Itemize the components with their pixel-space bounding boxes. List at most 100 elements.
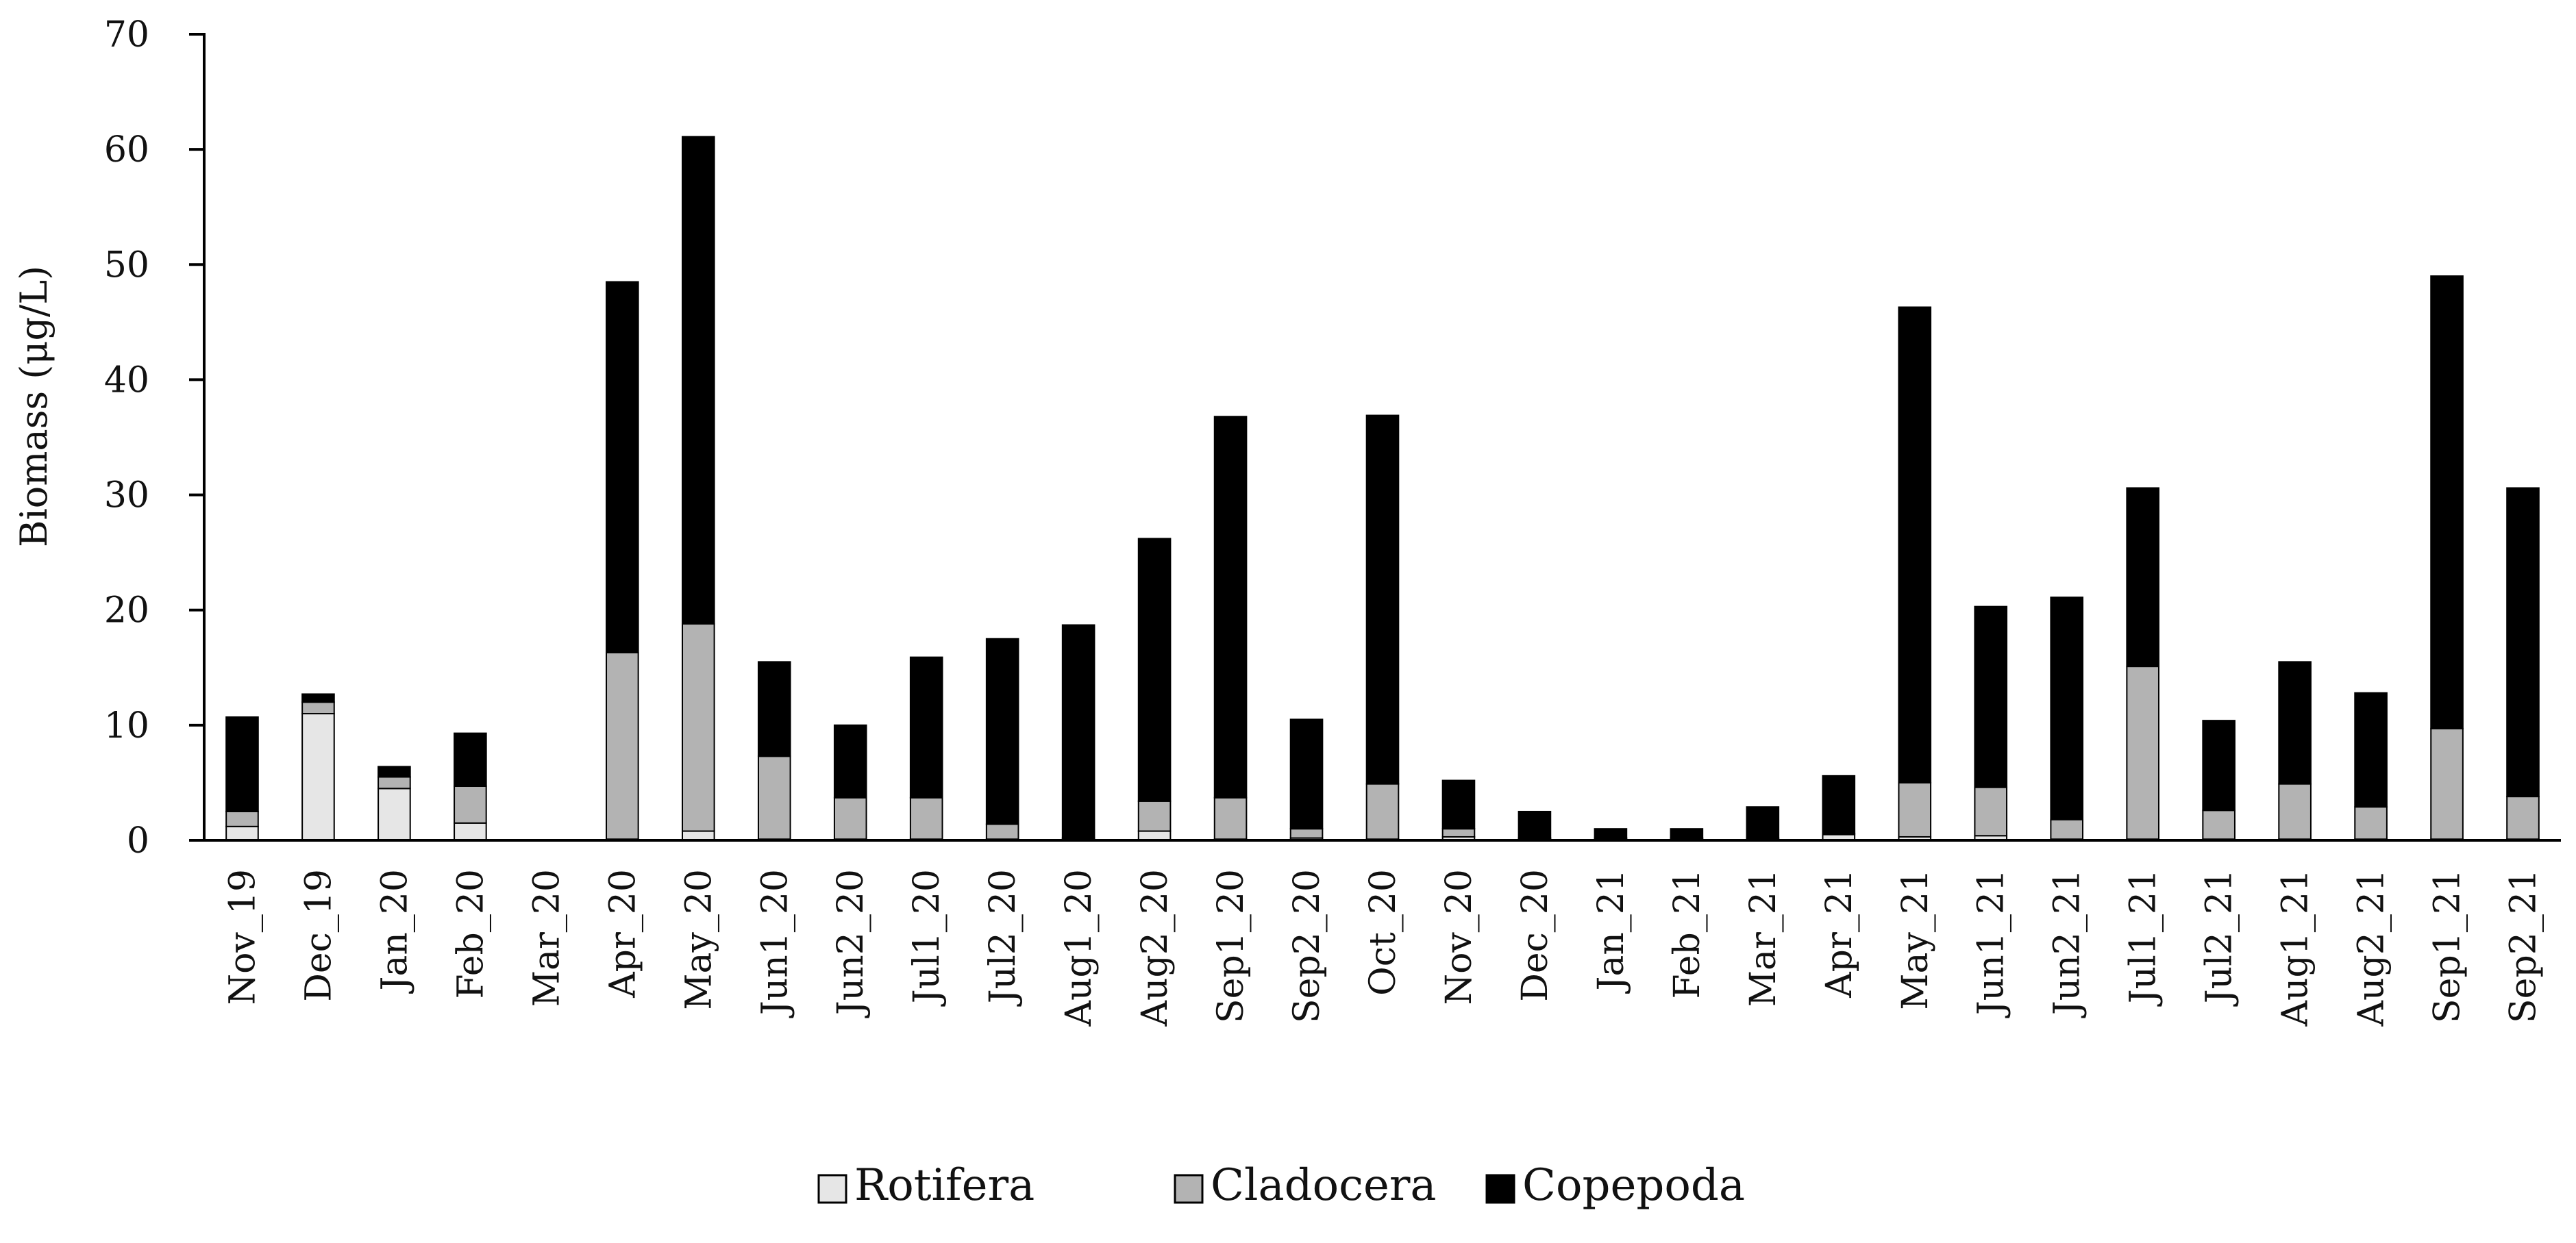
bar-rotifera-jan_20 (377, 788, 411, 841)
bar-copepoda-jun1_20 (757, 661, 791, 757)
bar-copepoda-feb_21 (1670, 828, 1704, 839)
bar-cladocera-jul2_21 (2202, 809, 2236, 840)
bar-cladocera-oct_20 (1365, 783, 1400, 840)
x-tick-label: Mar_21 (1743, 869, 1784, 1007)
x-tick-label: Sep1_20 (1211, 869, 1252, 1023)
x-tick-label: May_20 (678, 869, 719, 1010)
bar-cladocera-jun2_20 (833, 796, 867, 840)
bar-copepoda-feb_20 (454, 732, 487, 787)
bar-copepoda-oct_20 (1365, 414, 1400, 785)
bar-copepoda-nov_19 (225, 716, 259, 812)
bar-copepoda-aug1_20 (1061, 624, 1095, 839)
x-tick-label: Jun2_20 (830, 869, 871, 1018)
x-tick-label: Nov_19 (222, 869, 263, 1005)
bar-cladocera-may_20 (681, 623, 715, 832)
x-tick-label: Feb_20 (450, 869, 491, 999)
x-tick-label: Aug2_21 (2351, 869, 2392, 1027)
x-tick-label: Jan_20 (374, 869, 415, 994)
bar-copepoda-jun2_21 (2050, 597, 2084, 820)
legend-label-rotifera: Rotifera (854, 1160, 1035, 1211)
bar-cladocera-jun1_20 (757, 755, 791, 840)
bar-cladocera-jul2_20 (985, 823, 1019, 840)
bar-cladocera-jan_20 (377, 776, 411, 790)
bar-cladocera-jul1_21 (2126, 666, 2159, 840)
y-tick-label: 0 (127, 820, 149, 862)
x-tick-label: Sep2_20 (1287, 869, 1328, 1023)
y-axis-title: Biomass (μg/L) (12, 266, 55, 547)
x-tick-label: Aug1_20 (1058, 869, 1100, 1027)
bar-cladocera-sep1_20 (1213, 796, 1248, 840)
bar-copepoda-aug2_20 (1137, 538, 1172, 802)
bar-cladocera-dec_19 (301, 701, 335, 715)
bar-rotifera-dec_19 (301, 713, 335, 842)
x-tick-label: Sep1_21 (2427, 869, 2468, 1023)
bar-cladocera-aug2_20 (1137, 800, 1172, 832)
bar-copepoda-jan_20 (377, 766, 411, 778)
bar-copepoda-jun2_20 (833, 724, 867, 799)
bar-cladocera-nov_19 (225, 810, 259, 827)
x-tick-label: Dec_19 (298, 869, 339, 1002)
axes-layer (203, 33, 2561, 842)
bar-rotifera-feb_20 (454, 822, 487, 842)
x-tick-label: Jan_21 (1591, 869, 1632, 994)
bar-copepoda-apr_20 (606, 281, 639, 653)
y-ticks: 0 10 20 30 40 50 60 70 (104, 14, 204, 862)
bar-cladocera-sep2_21 (2506, 796, 2540, 840)
bar-cladocera-sep1_21 (2430, 727, 2464, 840)
bar-copepoda-mar_21 (1746, 806, 1780, 839)
bar-cladocera-jun2_21 (2050, 818, 2084, 840)
bar-copepoda-apr_21 (1822, 775, 1856, 834)
x-tick-labels: Nov_19 Dec_19 Jan_20 Feb_20 Mar_20 Apr_20 May_… (222, 869, 2544, 1027)
legend-swatch-cladocera (1174, 1174, 1204, 1204)
bar-rotifera-may_20 (681, 830, 715, 842)
y-tick-label: 50 (104, 244, 149, 286)
bar-copepoda-sep1_20 (1213, 416, 1248, 799)
legend-swatch-copepoda (1485, 1174, 1515, 1204)
bar-copepoda-sep2_20 (1289, 718, 1324, 830)
x-tick-label: Jun1_21 (1971, 869, 2012, 1018)
bar-copepoda-aug2_21 (2354, 692, 2388, 808)
bar-copepoda-jul2_20 (985, 638, 1019, 825)
x-tick-label: Oct_20 (1363, 869, 1404, 996)
bar-cladocera-jun1_21 (1974, 786, 2008, 837)
x-tick-label: Jul2_21 (2199, 869, 2240, 1007)
x-tick-label: Aug1_21 (2275, 869, 2316, 1027)
bar-cladocera-aug2_21 (2354, 806, 2388, 840)
x-tick-label: Nov_20 (1439, 869, 1480, 1005)
x-tick-label: Jul2_20 (982, 869, 1024, 1007)
x-tick-label: Jul1_20 (906, 869, 948, 1007)
y-tick-label: 10 (104, 705, 149, 746)
x-tick-label: Mar_20 (526, 869, 567, 1007)
y-tick-label: 70 (104, 14, 149, 55)
y-tick-label: 20 (104, 590, 149, 631)
bar-cladocera-jul1_20 (909, 796, 943, 840)
bar-copepoda-jan_21 (1594, 828, 1628, 839)
x-tick-label: Apr_20 (602, 869, 643, 999)
x-tick-label: Jun2_21 (2047, 869, 2088, 1018)
y-tick-label: 60 (104, 129, 149, 171)
bar-copepoda-dec_20 (1518, 810, 1552, 839)
x-tick-label: May_21 (1895, 869, 1936, 1010)
x-tick-label: Feb_21 (1667, 869, 1708, 999)
x-tick-label: Jul1_21 (2123, 869, 2164, 1007)
bar-cladocera-nov_20 (1441, 828, 1476, 838)
bar-copepoda-sep1_21 (2430, 275, 2464, 729)
bar-copepoda-dec_19 (301, 693, 335, 703)
x-tick-label: Aug2_20 (1135, 869, 1176, 1027)
legend-label-cladocera: Cladocera (1211, 1160, 1437, 1211)
x-tick-label: Apr_21 (1819, 869, 1860, 999)
bar-cladocera-may_21 (1898, 781, 1932, 838)
bar-rotifera-aug2_20 (1137, 830, 1172, 842)
bar-copepoda-jul1_21 (2126, 487, 2159, 668)
bar-rotifera-nov_19 (225, 825, 259, 841)
bar-copepoda-jul2_21 (2202, 720, 2236, 812)
legend-swatch-rotifera (817, 1174, 847, 1204)
bar-copepoda-sep2_21 (2506, 487, 2540, 798)
legend: Rotifera Cladocera Copepoda (817, 1160, 1745, 1211)
bars-layer (225, 136, 2540, 842)
y-tick-label: 30 (104, 475, 149, 516)
bar-cladocera-sep2_20 (1289, 828, 1324, 839)
x-tick-label: Dec_20 (1515, 869, 1556, 1002)
